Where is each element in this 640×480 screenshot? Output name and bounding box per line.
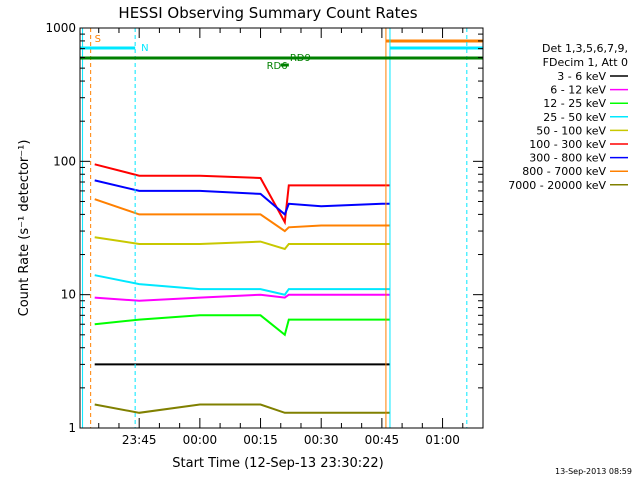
legend-entry-label: 100 - 300 keV [529, 138, 606, 151]
legend-entry-label: 7000 - 20000 keV [508, 179, 606, 192]
series-line-12-25-kev [94, 314, 390, 337]
flag-label-rd9: RD9 [290, 53, 311, 64]
series-line-300-800-kev [94, 179, 390, 217]
y-tick-label: 10 [61, 288, 76, 302]
x-tick-label: 00:00 [183, 433, 218, 447]
y-tick-label: 1000 [45, 21, 76, 35]
x-tick-label: 00:15 [243, 433, 278, 447]
x-tick-label: 23:45 [122, 433, 157, 447]
flag-label-n: N [141, 43, 148, 54]
series-line-25-50-kev [94, 274, 390, 296]
axes: 1 10 100 1000 23:45 00:00 00:15 00:30 00:45 01:00 [45, 21, 484, 447]
legend-entry-label: 25 - 50 keV [543, 111, 606, 124]
plot-frame [79, 27, 484, 429]
x-tick-label: 01:00 [425, 433, 460, 447]
y-axis-label: Count Rate (s⁻¹ detector⁻¹) [17, 140, 32, 317]
series-line-50-100-kev [94, 236, 390, 251]
y-tick-label: 100 [53, 154, 76, 168]
flag-label-rd6: RD6 [267, 61, 288, 72]
flag-label-s: S [95, 34, 101, 45]
legend-entry-label: 50 - 100 keV [536, 124, 606, 137]
x-axis-label: Start Time (12-Sep-13 23:30:22) [172, 456, 383, 471]
legend: Det 1,3,5,6,7,9, FDecim 1, Att 0 3 - 6 k… [508, 42, 628, 192]
legend-entry-label: 12 - 25 keV [543, 97, 606, 110]
series-line-800-7000-kev [94, 198, 390, 233]
legend-entry-label: 800 - 7000 keV [522, 165, 606, 178]
x-tick-label: 00:45 [365, 433, 400, 447]
y-tick-label: 1 [68, 421, 76, 435]
legend-entry-label: 6 - 12 keV [550, 84, 606, 97]
series-line-7000-20000-kev [94, 403, 390, 414]
chart-title: HESSI Observing Summary Count Rates [118, 4, 417, 22]
series-line-100-300-kev [94, 163, 390, 226]
legend-entry-label: 3 - 6 keV [557, 70, 606, 83]
x-tick-label: 00:30 [304, 433, 339, 447]
plot-timestamp: 13-Sep-2013 08:59 [555, 467, 632, 476]
legend-entry-label: 300 - 800 keV [529, 152, 606, 165]
legend-header-line-2: FDecim 1, Att 0 [543, 56, 628, 69]
series-line-6-12-kev [94, 293, 390, 302]
legend-header-line-1: Det 1,3,5,6,7,9, [542, 42, 628, 55]
